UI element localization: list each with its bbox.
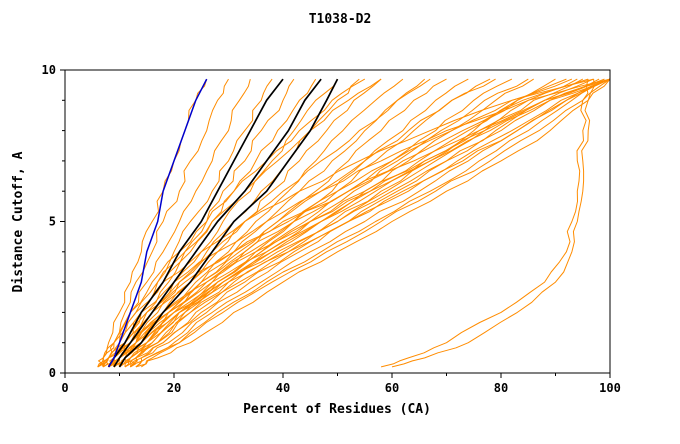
y-tick-label: 0	[49, 366, 56, 380]
x-tick-label: 100	[599, 381, 621, 395]
data-series-line	[102, 78, 573, 368]
y-tick-label: 10	[42, 63, 56, 77]
data-series-line	[391, 79, 595, 368]
data-series-line	[118, 78, 610, 367]
x-axis-label: Percent of Residues (CA)	[243, 402, 431, 417]
data-series-line	[135, 78, 610, 368]
data-series-line	[141, 78, 610, 368]
data-series-line	[135, 78, 610, 368]
data-series-line	[97, 78, 594, 368]
data-series-line	[102, 78, 229, 368]
data-series-line	[108, 78, 589, 368]
x-tick-label: 60	[385, 381, 399, 395]
data-series-line	[130, 78, 610, 368]
data-series-line	[119, 78, 610, 368]
data-series-line	[97, 78, 610, 368]
data-series-line	[119, 78, 513, 368]
x-tick-label: 0	[61, 381, 68, 395]
data-series-line	[113, 78, 605, 368]
data-series-line	[113, 78, 322, 368]
data-series-line	[129, 78, 594, 368]
x-tick-label: 20	[167, 381, 181, 395]
data-series-line	[124, 78, 567, 368]
data-series-line	[107, 78, 284, 368]
data-series-line	[108, 78, 610, 368]
data-series-line	[108, 78, 431, 368]
data-series-line	[119, 78, 529, 368]
x-tick-label: 80	[494, 381, 508, 395]
x-tick-label: 40	[276, 381, 290, 395]
data-series-line	[380, 78, 589, 368]
axes-layer: 0 20 40 60 80 100 0 5 10	[42, 63, 621, 395]
chart-title: T1038-D2	[309, 12, 372, 27]
data-series-line	[130, 78, 556, 368]
data-series-line	[97, 78, 366, 368]
y-axis-label: Distance Cutoff, A	[11, 151, 26, 292]
data-series-line	[102, 78, 382, 368]
series-layer	[97, 78, 610, 368]
y-tick-label: 5	[49, 215, 56, 229]
data-series-line	[118, 78, 339, 368]
data-series-line	[113, 78, 600, 368]
data-series-line	[107, 78, 208, 368]
data-series-line	[113, 78, 338, 367]
data-series-line	[118, 78, 382, 367]
